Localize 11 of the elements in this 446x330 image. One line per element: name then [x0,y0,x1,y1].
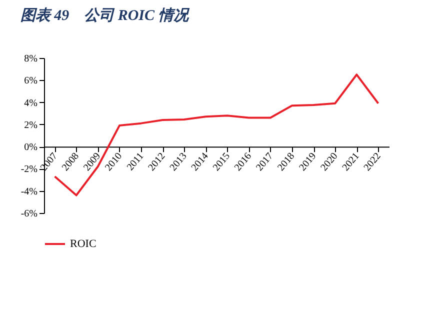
y-tick-label: -2% [20,164,38,176]
y-tick-label: -6% [20,208,38,220]
line-series [54,74,380,196]
y-tick-label: -4% [20,186,38,198]
y-tick-label: 6% [24,76,38,87]
y-tick-label: 8% [24,54,38,64]
y-tick-label: 2% [24,120,38,131]
y-tick-label: 4% [24,98,38,109]
y-tick-label: 0% [24,142,38,154]
chart-title: 图表 49 公司 ROIC 情况 [20,7,190,24]
legend-label: ROIC [70,238,96,250]
